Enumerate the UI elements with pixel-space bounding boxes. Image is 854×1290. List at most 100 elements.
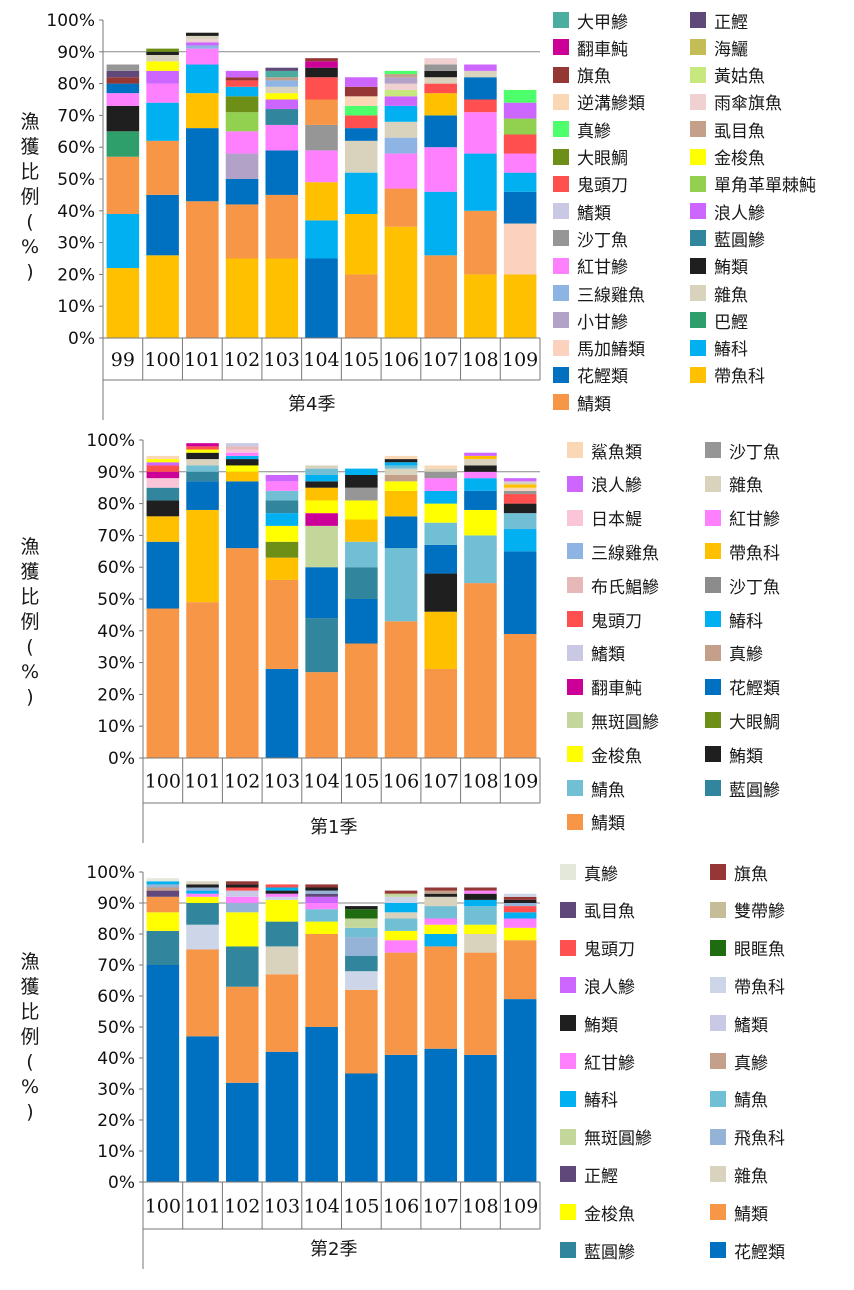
- bar-segment: [225, 881, 259, 885]
- y-tick-label: 100%: [46, 11, 95, 31]
- legend-swatch: [710, 1015, 726, 1032]
- legend-swatch: [553, 39, 569, 56]
- bar-segment: [384, 74, 418, 78]
- legend-swatch: [690, 93, 706, 110]
- bar-segment: [225, 80, 259, 87]
- legend-swatch: [560, 977, 576, 994]
- bar-segment: [464, 934, 497, 953]
- legend-label: 真鰺: [584, 864, 618, 885]
- bar-segment: [384, 903, 418, 913]
- bar-segment: [464, 274, 497, 338]
- legend-swatch: [690, 175, 706, 192]
- legend-item: 浪人鰺: [567, 473, 642, 496]
- chart-panel-q4: 漁獲比例(%) 0% 10% 20% 30% 40% 50% 60% 70% 80% 90% 100…: [0, 0, 854, 420]
- legend-item: 浪人鰺: [560, 974, 635, 998]
- legend-label: 鮪類: [729, 746, 763, 767]
- legend-swatch: [567, 644, 583, 661]
- bar-segment: [225, 896, 259, 903]
- legend-item: 鬼頭刀: [553, 173, 628, 197]
- bar-segment: [464, 455, 497, 460]
- x-tick-label: 100: [145, 771, 181, 793]
- bar-segment: [305, 474, 338, 482]
- legend-item: 無斑圓鰺: [567, 709, 659, 733]
- x-tick-label: 109: [502, 349, 538, 371]
- bar-segment: [503, 513, 537, 530]
- legend-item: 鰭類: [710, 1012, 768, 1036]
- y-tick-label: 50%: [97, 1018, 135, 1038]
- bar-segment: [265, 490, 299, 501]
- bar-segment: [503, 999, 537, 1182]
- legend-label: 海鱺: [714, 39, 748, 60]
- x-tick-label: 108: [462, 1196, 498, 1218]
- bar-segment: [225, 258, 259, 338]
- legend-swatch: [690, 230, 706, 247]
- legend-item: 鮪類: [705, 743, 763, 767]
- legend-swatch: [553, 230, 569, 247]
- bar-segment: [305, 893, 338, 897]
- bar-segment: [344, 96, 378, 106]
- bar-segment: [424, 887, 458, 891]
- y-tick-label: 0%: [108, 749, 135, 769]
- legend-item: 鯊魚類: [567, 439, 642, 463]
- bar-segment: [345, 567, 378, 599]
- bar-segment: [225, 903, 259, 913]
- legend-label: 金梭魚: [584, 1204, 635, 1225]
- legend-label: 三線雞魚: [577, 285, 645, 306]
- x-tick-label: 108: [462, 771, 498, 793]
- bar-segment: [503, 906, 537, 913]
- bar-segment: [225, 70, 259, 78]
- bar-segment: [186, 471, 219, 482]
- legend-item: 紅甘鰺: [553, 255, 628, 278]
- legend-swatch: [560, 1128, 576, 1145]
- bar-segment: [106, 131, 140, 157]
- legend-item: 鰆科: [560, 1088, 618, 1111]
- bar-segment: [106, 64, 140, 71]
- bar-segment: [464, 893, 497, 900]
- legend-swatch: [567, 475, 583, 492]
- bar-segment: [384, 896, 418, 903]
- bar-segment: [186, 884, 219, 888]
- y-tick-label: 70%: [57, 106, 95, 126]
- legend-label: 鬼頭刀: [577, 176, 628, 197]
- legend-label: 鯖類: [734, 1204, 768, 1225]
- bar-segment: [305, 513, 338, 526]
- bar-segment: [106, 213, 140, 269]
- legend-swatch: [705, 780, 721, 796]
- bar-segment: [146, 896, 180, 913]
- bar-segment: [146, 465, 180, 472]
- bar-segment: [186, 602, 219, 758]
- bar-segment: [344, 274, 378, 338]
- y-axis-label: 漁獲比例(%): [20, 951, 40, 1123]
- bar-segment: [225, 465, 259, 472]
- bar-segment: [186, 481, 219, 510]
- legend-item: 鰆科: [705, 608, 763, 632]
- bar-segment: [344, 172, 378, 214]
- bar-segment: [146, 541, 180, 609]
- bar-segment: [345, 468, 378, 475]
- legend-swatch: [690, 312, 706, 329]
- legend-item: 鬼頭刀: [567, 608, 642, 632]
- bar-segment: [305, 58, 338, 62]
- bar-segment: [225, 153, 259, 179]
- legend-label: 金梭魚: [591, 746, 642, 767]
- legend-label: 帶魚科: [729, 543, 780, 564]
- legend-label: 雜魚: [729, 476, 763, 497]
- bar-segment: [384, 137, 418, 154]
- x-tick-label: 107: [423, 771, 459, 793]
- bar-segment: [345, 1073, 378, 1182]
- bar-segment: [503, 172, 537, 192]
- bar-segment: [146, 102, 179, 141]
- bar-segment: [464, 583, 497, 758]
- bar-segment: [305, 525, 338, 568]
- bar-segment: [265, 896, 299, 900]
- bar-segment: [225, 449, 259, 453]
- legend-swatch: [690, 66, 706, 83]
- bar-segment: [384, 516, 418, 549]
- x-tick-label: 106: [383, 771, 419, 793]
- legend-swatch: [567, 813, 583, 830]
- x-tick-label: 106: [383, 349, 419, 371]
- bar-segment: [305, 909, 338, 922]
- bar-segment: [503, 274, 537, 338]
- legend-item: 旗魚: [710, 861, 768, 885]
- legend-swatch: [710, 864, 726, 880]
